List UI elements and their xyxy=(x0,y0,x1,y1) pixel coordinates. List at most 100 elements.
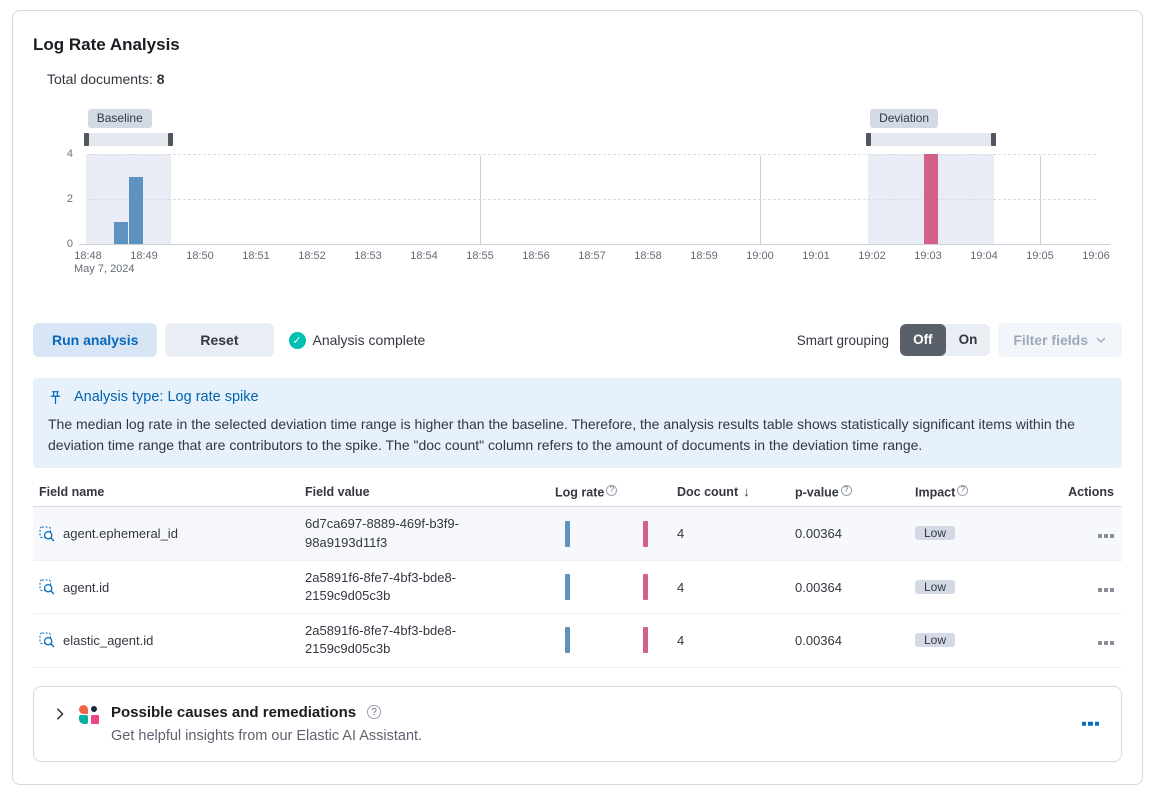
impact-badge: Low xyxy=(915,526,956,541)
table-row[interactable]: agent.id 2a5891f6-8fe7-4bf3-bde8-2159c9d… xyxy=(33,560,1122,615)
ai-assistant-icon xyxy=(79,704,99,725)
field-name: elastic_agent.id xyxy=(63,632,154,648)
x-axis-tick-label: 19:03 xyxy=(914,250,942,262)
row-actions-icon[interactable] xyxy=(1098,587,1114,592)
smart-grouping-toggle: Off On xyxy=(900,324,991,356)
baseline-brush-handle[interactable] xyxy=(167,133,173,146)
info-icon: ? xyxy=(606,484,618,496)
field-value: 6d7ca697-8889-469f-b3f9-98a9193d11f3 xyxy=(305,516,459,550)
field-value: 2a5891f6-8fe7-4bf3-bde8-2159c9d05c3b xyxy=(305,569,457,603)
total-documents-label: Total documents: xyxy=(47,71,153,87)
search-field-icon[interactable] xyxy=(39,632,55,648)
log-rate-mini-chart xyxy=(555,573,663,601)
row-actions-icon[interactable] xyxy=(1098,534,1114,539)
x-axis-tick-label: 18:58 xyxy=(634,250,662,262)
vertical-gridline xyxy=(760,156,761,244)
p-value: 0.00364 xyxy=(789,613,909,668)
x-axis-tick-label: 18:51 xyxy=(242,250,270,262)
results-table: Field name Field value Log rate? Doc cou… xyxy=(33,478,1122,668)
baseline-mini-bar xyxy=(565,520,570,547)
y-axis-tick-label: 4 xyxy=(66,148,73,160)
column-header-actions: Actions xyxy=(1029,478,1122,508)
p-value: 0.00364 xyxy=(789,506,909,561)
baseline-mini-bar xyxy=(565,574,570,600)
column-header-field-value[interactable]: Field value xyxy=(299,478,549,508)
x-axis-date-label: May 7, 2024 xyxy=(74,263,135,275)
horizontal-gridline xyxy=(88,199,1096,200)
impact-badge: Low xyxy=(915,579,956,594)
x-axis-tick-label: 18:49 xyxy=(130,250,158,262)
help-icon: ? xyxy=(367,705,382,720)
analysis-type-callout: Analysis type: Log rate spike The median… xyxy=(33,378,1122,469)
check-circle-icon: ✓ xyxy=(288,331,306,349)
column-header-log-rate[interactable]: Log rate? xyxy=(549,478,671,508)
doc-count: 4 xyxy=(671,613,789,668)
x-axis-tick-label: 18:50 xyxy=(186,250,214,262)
deviation-brush[interactable] xyxy=(866,133,997,146)
x-axis-line xyxy=(79,244,1110,245)
x-axis-tick-label: 18:59 xyxy=(690,250,718,262)
horizontal-gridline xyxy=(88,154,1096,155)
deviation-brush-handle[interactable] xyxy=(866,133,872,146)
sort-descending-icon: ↓ xyxy=(743,484,750,500)
column-header-doc-count[interactable]: Doc count ↓ xyxy=(671,478,789,508)
field-name: agent.id xyxy=(63,579,110,595)
deviation-mini-bar xyxy=(643,627,648,654)
x-axis-tick-label: 18:55 xyxy=(466,250,494,262)
baseline-brush-handle[interactable] xyxy=(83,133,89,146)
log-rate-mini-chart xyxy=(555,626,663,654)
x-axis-tick-label: 18:56 xyxy=(522,250,550,262)
pin-icon xyxy=(50,390,61,404)
vertical-gridline xyxy=(1040,156,1041,244)
possible-causes-accordion[interactable]: Possible causes and remediations ? Get h… xyxy=(33,685,1122,762)
baseline-bar xyxy=(128,176,143,244)
x-axis-tick-label: 19:01 xyxy=(802,250,830,262)
table-row[interactable]: elastic_agent.id 2a5891f6-8fe7-4bf3-bde8… xyxy=(33,613,1122,668)
baseline-badge: Baseline xyxy=(87,109,152,128)
x-axis-tick-label: 19:05 xyxy=(1026,250,1054,262)
filter-fields-label: Filter fields xyxy=(1013,332,1088,348)
table-header-row: Field name Field value Log rate? Doc cou… xyxy=(33,478,1122,508)
deviation-brush-handle[interactable] xyxy=(991,133,997,146)
filter-fields-button[interactable]: Filter fields xyxy=(998,323,1122,357)
run-analysis-button[interactable]: Run analysis xyxy=(33,323,158,357)
info-icon: ? xyxy=(840,484,852,496)
total-documents-value: 8 xyxy=(156,71,165,87)
log-rate-mini-chart xyxy=(555,520,663,548)
callout-title: Analysis type: Log rate spike xyxy=(74,389,259,405)
info-icon: ? xyxy=(957,484,969,496)
x-axis-tick-label: 18:54 xyxy=(410,250,438,262)
baseline-mini-bar xyxy=(565,627,570,654)
x-axis-tick-label: 18:52 xyxy=(298,250,326,262)
log-rate-analysis-panel: Log Rate Analysis Total documents: 8 0 2 4… xyxy=(12,10,1143,785)
smart-grouping-label: Smart grouping xyxy=(796,332,890,348)
x-axis-tick-label: 19:02 xyxy=(858,250,886,262)
deviation-mini-bar xyxy=(643,574,648,600)
field-name: agent.ephemeral_id xyxy=(63,526,178,542)
deviation-mini-bar xyxy=(643,520,648,547)
search-field-icon[interactable] xyxy=(39,526,55,542)
x-axis-tick-label: 19:00 xyxy=(746,250,774,262)
column-header-impact[interactable]: Impact? xyxy=(909,478,1029,508)
reset-button[interactable]: Reset xyxy=(165,323,274,357)
column-header-p-value[interactable]: p-value? xyxy=(789,478,909,508)
search-field-icon[interactable] xyxy=(39,579,55,595)
row-actions-icon[interactable] xyxy=(1098,640,1114,645)
smart-grouping-off-button[interactable]: Off xyxy=(900,324,946,356)
column-header-field-name[interactable]: Field name xyxy=(33,478,299,508)
vertical-gridline xyxy=(480,156,481,244)
impact-badge: Low xyxy=(915,632,956,647)
x-axis-tick-label: 18:57 xyxy=(578,250,606,262)
smart-grouping-on-button[interactable]: On xyxy=(958,332,978,347)
analysis-status-label: Analysis complete xyxy=(312,332,426,348)
page-title: Log Rate Analysis xyxy=(33,35,180,54)
baseline-brush[interactable] xyxy=(83,133,173,146)
document-count-histogram[interactable]: 0 2 4 Baseline Deviation 18:48 18:49 18:50 18:51… xyxy=(33,109,1122,279)
actions-menu-icon[interactable] xyxy=(1081,721,1099,726)
chevron-right-icon[interactable] xyxy=(53,707,67,721)
callout-body: The median log rate in the selected devi… xyxy=(48,416,1075,453)
table-row[interactable]: agent.ephemeral_id 6d7ca697-8889-469f-b3… xyxy=(33,506,1122,561)
x-axis-tick-label: 19:06 xyxy=(1082,250,1110,262)
total-documents: Total documents: 8 xyxy=(47,71,1122,87)
controls-row: Run analysis Reset ✓ Analysis complete S… xyxy=(33,323,1122,357)
